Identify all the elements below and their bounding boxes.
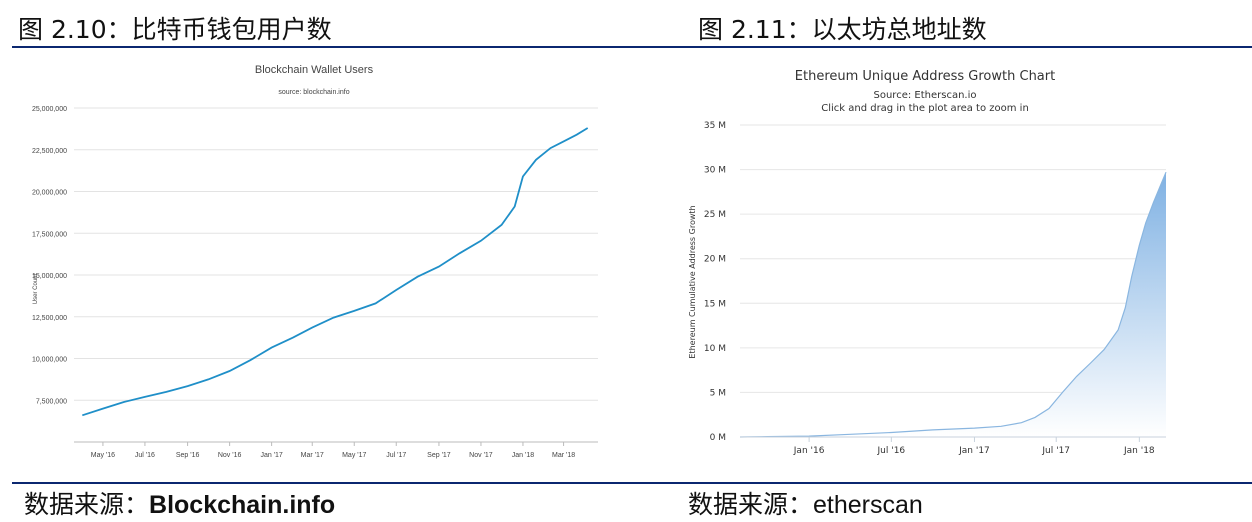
eth-x-tick-label: Jul '17 bbox=[1041, 446, 1070, 456]
eth-chart-zoom-hint: Click and drag in the plot area to zoom … bbox=[821, 103, 1029, 114]
btc-x-tick-label: Sep '17 bbox=[427, 452, 451, 459]
eth-x-tick-label: Jan '18 bbox=[1123, 446, 1155, 456]
right-source-note: 数据来源：etherscan bbox=[688, 485, 923, 521]
btc-x-tick-label: Jan '17 bbox=[260, 452, 282, 459]
btc-chart-subtitle: source: blockchain.info bbox=[278, 89, 349, 96]
btc-x-tick-label: Nov '16 bbox=[218, 452, 242, 459]
btc-x-tick-label: Mar '18 bbox=[552, 452, 575, 459]
btc-y-tick-labels: 7,500,000 10,000,000 12,500,000 15,000,000 1… bbox=[32, 106, 67, 405]
eth-y-tick-label: 0 M bbox=[710, 433, 726, 443]
btc-x-tick-label: Jul '17 bbox=[386, 452, 406, 459]
eth-series-area bbox=[740, 172, 1166, 437]
eth-x-tick-label: Jul '16 bbox=[877, 446, 906, 456]
btc-x-tick-label: Jul '16 bbox=[135, 452, 155, 459]
btc-x-tick-label: Mar '17 bbox=[301, 452, 324, 459]
eth-y-tick-label: 35 M bbox=[704, 121, 726, 131]
left-source-value: Blockchain.info bbox=[149, 491, 336, 519]
left-figure-title: 图 2.10：比特币钱包用户数 bbox=[18, 15, 332, 44]
eth-y-tick-label: 25 M bbox=[704, 210, 726, 220]
btc-x-tick-label: Jan '18 bbox=[512, 452, 534, 459]
right-figure-title: 图 2.11：以太坊总地址数 bbox=[698, 15, 987, 44]
eth-chart: Ethereum Unique Address Growth Chart Sou… bbox=[688, 69, 1167, 456]
btc-y-tick-label: 7,500,000 bbox=[36, 398, 67, 405]
eth-x-tick-label: Jan '17 bbox=[958, 446, 990, 456]
btc-x-tick-label: Sep '16 bbox=[176, 452, 200, 459]
btc-x-tick-labels: May '16 Jul '16 Sep '16 Nov '16 Jan '17 Mar '… bbox=[91, 442, 575, 459]
btc-y-tick-label: 10,000,000 bbox=[32, 357, 67, 364]
btc-y-tick-label: 12,500,000 bbox=[32, 315, 67, 322]
btc-y-tick-label: 25,000,000 bbox=[32, 106, 67, 113]
eth-series-line bbox=[739, 171, 1167, 438]
btc-y-axis-label: User Count bbox=[33, 274, 39, 305]
btc-x-tick-label: May '17 bbox=[342, 452, 366, 459]
btc-chart-title: Blockchain Wallet Users bbox=[255, 64, 374, 76]
left-source-note: 数据来源：Blockchain.info bbox=[24, 485, 335, 521]
btc-y-tick-label: 15,000,000 bbox=[32, 273, 67, 280]
eth-x-tick-label: Jan '16 bbox=[793, 446, 825, 456]
eth-y-tick-label: 30 M bbox=[704, 166, 726, 176]
btc-series-line bbox=[82, 127, 589, 417]
right-source-value: etherscan bbox=[813, 491, 923, 519]
eth-y-tick-label: 20 M bbox=[704, 255, 726, 265]
eth-x-tick-labels: Jan '16 Jul '16 Jan '17 Jul '17 Jan '18 bbox=[793, 437, 1155, 456]
btc-y-tick-label: 20,000,000 bbox=[32, 190, 67, 197]
right-source-label: 数据来源： bbox=[688, 490, 814, 519]
top-divider bbox=[12, 46, 1252, 48]
btc-chart: Blockchain Wallet Users source: blockcha… bbox=[32, 64, 598, 459]
eth-chart-subtitle: Source: Etherscan.io bbox=[874, 90, 977, 101]
btc-y-tick-label: 22,500,000 bbox=[32, 148, 67, 155]
btc-x-tick-label: May '16 bbox=[91, 452, 115, 459]
eth-y-tick-label: 5 M bbox=[710, 388, 726, 398]
left-source-label: 数据来源： bbox=[24, 490, 150, 519]
eth-y-axis-label: Ethereum Cumulative Address Growth bbox=[688, 205, 697, 358]
eth-chart-title: Ethereum Unique Address Growth Chart bbox=[795, 69, 1055, 84]
btc-y-tick-label: 17,500,000 bbox=[32, 231, 67, 238]
eth-y-tick-label: 15 M bbox=[704, 299, 726, 309]
btc-gridlines bbox=[74, 107, 598, 401]
eth-y-tick-labels: 0 M 5 M 10 M 15 M 20 M 25 M 30 M 35 M bbox=[704, 121, 726, 443]
bottom-divider bbox=[12, 482, 1252, 484]
btc-x-tick-label: Nov '17 bbox=[469, 452, 493, 459]
eth-y-tick-label: 10 M bbox=[704, 344, 726, 354]
